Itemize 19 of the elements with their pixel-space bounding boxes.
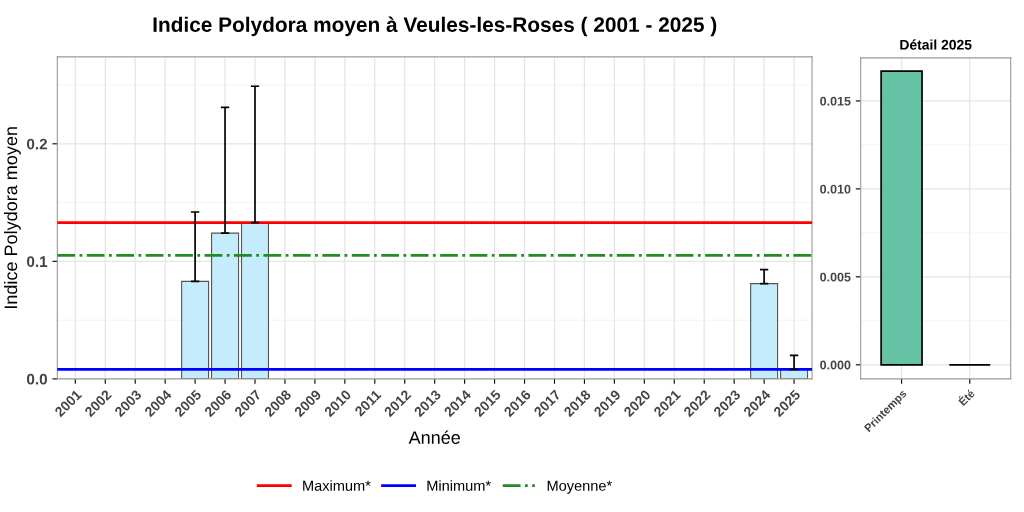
chart-title: Indice Polydora moyen à Veules-les-Roses ( 2001 - 2025 ) — [153, 16, 717, 37]
y-tick-label: 0.015 — [820, 96, 851, 106]
y-tick-label: 0.2 — [26, 138, 48, 150]
y-tick-label: 0.000 — [820, 360, 851, 370]
bar — [181, 280, 210, 379]
y-tick-label: 0.010 — [820, 184, 851, 194]
legend-label: Minimum* — [427, 480, 491, 491]
y-axis-title: Indice Polydora moyen — [4, 127, 21, 309]
chart-title: Détail 2025 — [900, 39, 972, 50]
x-axis-title: Année — [408, 430, 460, 444]
x-tick-label: Été — [956, 387, 976, 407]
legend-label: Maximum* — [303, 480, 371, 491]
bar — [240, 222, 270, 379]
y-tick-label: 0.005 — [820, 272, 851, 282]
legend-label: Moyenne* — [547, 480, 612, 494]
bar — [750, 283, 779, 379]
bar — [211, 232, 240, 379]
y-tick-label: 0.1 — [26, 256, 48, 268]
y-tick-label: 0.0 — [26, 373, 47, 385]
